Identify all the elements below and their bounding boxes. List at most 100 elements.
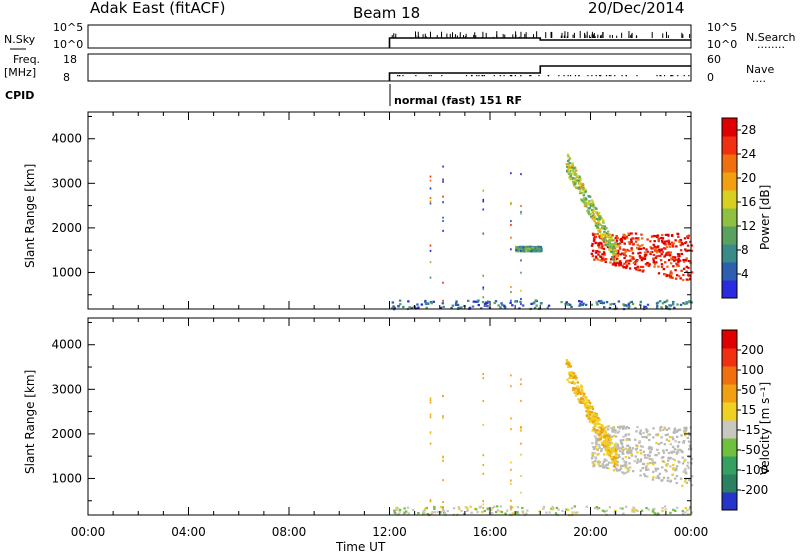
data-point: [646, 303, 650, 306]
data-point: [499, 510, 502, 513]
data-point: [472, 300, 476, 303]
data-point: [656, 301, 660, 304]
data-point: [588, 420, 592, 423]
data-point: [681, 484, 684, 487]
data-point: [685, 235, 689, 238]
colorbar-tick-label: 4: [741, 267, 749, 281]
data-point: [592, 462, 595, 465]
data-point: [610, 456, 613, 459]
data-point: [538, 510, 541, 513]
data-point: [656, 434, 660, 437]
data-point: [684, 248, 687, 251]
data-point: [623, 464, 626, 467]
data-point: [671, 255, 675, 259]
data-point: [600, 244, 604, 247]
data-point: [621, 507, 624, 510]
data-point: [627, 306, 630, 310]
data-point: [667, 439, 671, 443]
data-point: [612, 248, 615, 251]
data-point: [651, 470, 655, 474]
data-point: [662, 449, 665, 452]
data-point: [510, 482, 512, 485]
data-point: [516, 246, 519, 249]
data-point: [595, 438, 598, 441]
data-point: [680, 269, 683, 272]
data-point: [632, 242, 635, 245]
data-point: [677, 235, 680, 238]
data-point: [613, 249, 616, 252]
data-point: [658, 472, 662, 475]
data-point: [612, 445, 616, 449]
data-point: [660, 233, 664, 237]
data-point: [579, 181, 582, 184]
data-point: [644, 474, 647, 478]
data-point: [470, 511, 473, 514]
data-point: [510, 286, 512, 289]
data-point: [672, 508, 675, 511]
data-point: [579, 398, 583, 401]
data-point: [640, 445, 643, 448]
nave-dot: [587, 75, 589, 77]
data-point: [588, 417, 591, 420]
data-point: [627, 469, 631, 472]
data-point: [588, 195, 592, 198]
data-point: [617, 262, 621, 265]
data-point: [649, 461, 652, 465]
colorbar-segment: [722, 118, 737, 137]
data-point: [580, 385, 584, 389]
data-point: [520, 475, 522, 478]
data-point: [594, 255, 598, 258]
data-point: [486, 305, 489, 308]
data-point: [588, 213, 591, 216]
nave-dot: [569, 75, 572, 77]
data-point: [593, 464, 596, 467]
data-point: [529, 246, 533, 249]
data-point: [592, 239, 596, 242]
nave-dot: [520, 75, 522, 77]
data-point: [510, 236, 512, 239]
power-panel-frame: [87, 111, 692, 310]
nave-dot: [600, 75, 602, 77]
data-point: [520, 399, 522, 402]
data-point: [670, 241, 674, 244]
velocity-colorbar-label: Velocity [m s⁻¹]: [758, 382, 772, 475]
data-point: [671, 245, 675, 248]
data-point: [590, 416, 593, 419]
data-point: [646, 475, 649, 478]
data-point: [690, 249, 694, 252]
data-point: [675, 481, 678, 485]
data-point: [682, 439, 686, 443]
data-point: [591, 249, 595, 252]
data-point: [590, 208, 594, 212]
nsky-left-tick-top: 10^5: [53, 21, 83, 34]
data-point: [595, 413, 598, 416]
data-point: [624, 466, 627, 469]
data-point: [572, 172, 575, 175]
data-point: [624, 471, 627, 475]
data-point: [393, 509, 396, 512]
data-point: [510, 374, 512, 377]
data-point: [667, 243, 671, 246]
data-point: [680, 434, 683, 437]
data-point: [680, 252, 684, 256]
data-point: [675, 435, 679, 439]
data-point: [631, 252, 635, 255]
data-point: [584, 303, 588, 306]
data-point: [613, 247, 617, 250]
data-point: [680, 241, 684, 245]
data-point: [594, 233, 597, 236]
data-point: [657, 248, 661, 251]
data-point: [626, 259, 629, 262]
data-point: [657, 272, 661, 275]
data-point: [545, 511, 548, 514]
nave-dot: [493, 75, 495, 77]
nave-dot: [441, 75, 443, 77]
data-point: [683, 237, 687, 240]
data-point: [574, 177, 577, 180]
data-point: [452, 507, 456, 510]
freq-line: [388, 65, 691, 81]
data-point: [688, 277, 692, 280]
velocity-colorbar: 200 100 50 15 -15 -50 -100 -200: [721, 329, 768, 511]
data-point: [593, 428, 596, 431]
data-point: [625, 265, 629, 268]
